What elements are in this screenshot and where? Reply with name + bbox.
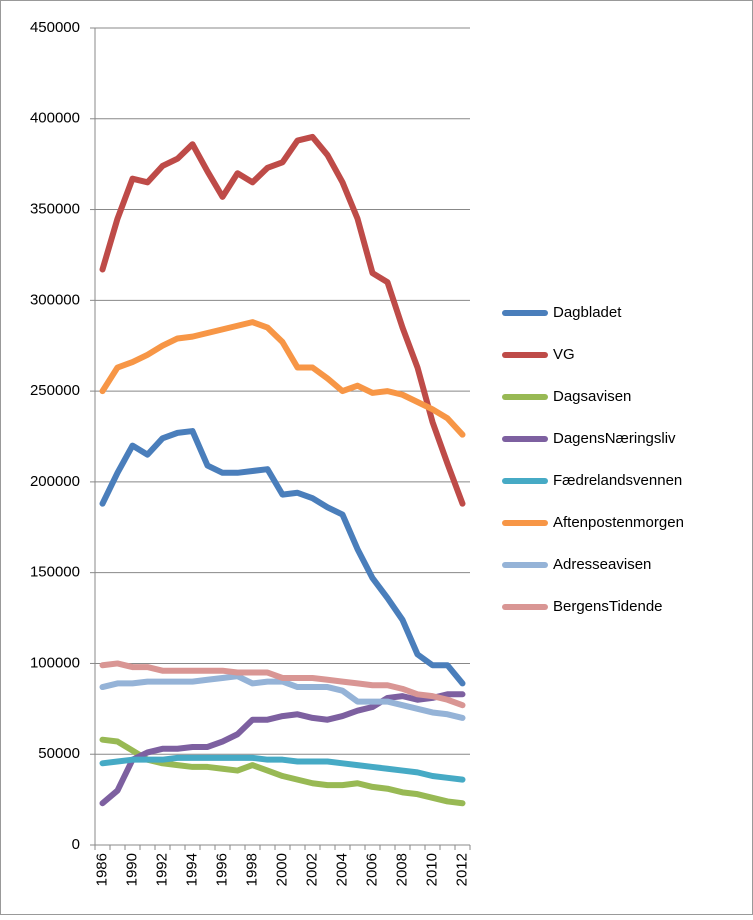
x-tick-label: 2008 <box>393 853 410 886</box>
y-tick-label: 250000 <box>30 382 80 399</box>
legend-label: Fædrelandsvennen <box>553 472 682 489</box>
legend-label: VG <box>553 346 575 363</box>
legend-label: Dagsavisen <box>553 388 631 405</box>
x-tick-label: 1998 <box>243 853 260 886</box>
y-tick-label: 150000 <box>30 564 80 581</box>
y-tick-label: 0 <box>72 836 80 853</box>
x-tick-label: 2000 <box>273 853 290 886</box>
series-line <box>99 691 466 807</box>
x-tick-label: 2002 <box>303 853 320 886</box>
x-tick-label: 2010 <box>423 853 440 886</box>
series-line <box>99 660 466 709</box>
series-line <box>99 754 466 783</box>
x-tick-label: 1994 <box>183 853 200 886</box>
x-tick-label: 2012 <box>453 853 470 886</box>
x-tick-label: 1986 <box>93 853 110 886</box>
series-line <box>99 428 466 687</box>
legend-label: BergensTidende <box>553 598 663 615</box>
y-tick-label: 350000 <box>30 201 80 218</box>
y-tick-label: 450000 <box>30 19 80 36</box>
x-tick-label: 1990 <box>123 853 140 886</box>
y-tick-label: 200000 <box>30 473 80 490</box>
y-tick-label: 300000 <box>30 291 80 308</box>
legend-label: Aftenpostenmorgen <box>553 514 684 531</box>
x-tick-label: 1992 <box>153 853 170 886</box>
x-tick-label: 1996 <box>213 853 230 886</box>
series-line <box>99 319 466 438</box>
y-tick-label: 400000 <box>30 110 80 127</box>
series-line <box>99 133 466 507</box>
series-line <box>99 673 466 721</box>
y-tick-label: 50000 <box>38 745 80 762</box>
legend-label: Dagbladet <box>553 304 622 321</box>
series-line <box>99 736 466 807</box>
legend-label: DagensNæringsliv <box>553 430 676 447</box>
x-tick-label: 2006 <box>363 853 380 886</box>
legend-label: Adresseavisen <box>553 556 651 573</box>
y-tick-label: 100000 <box>30 654 80 671</box>
x-tick-label: 2004 <box>333 853 350 886</box>
